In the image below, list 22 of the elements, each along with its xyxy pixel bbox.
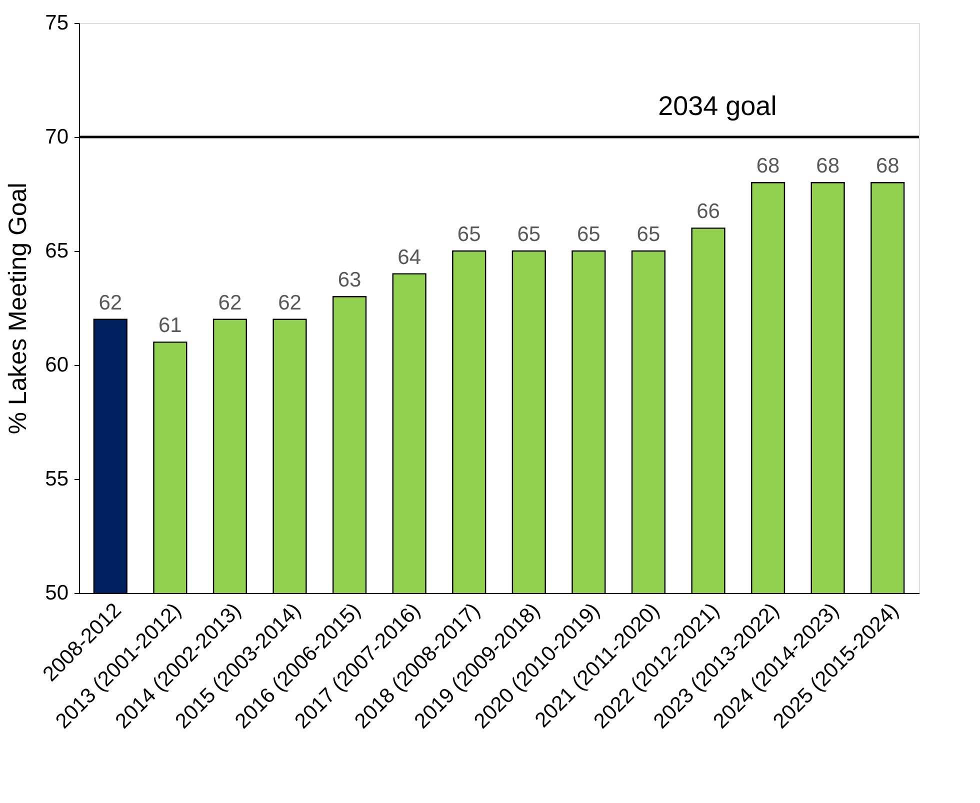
data-label: 65 [636,223,660,246]
data-label: 62 [278,291,302,314]
y-tick-label: 65 [45,240,68,262]
y-tick-label: 70 [45,126,68,148]
y-tick-label: 75 [45,12,68,34]
data-label: 68 [756,154,780,178]
data-label: 65 [577,223,600,246]
data-label: 68 [816,154,840,178]
data-label: 63 [338,268,362,292]
y-tick-label: 50 [45,582,68,604]
data-label: 62 [218,291,242,314]
data-label: 65 [517,223,541,246]
y-tick-label: 60 [45,354,68,376]
ref-line-label: 2034 goal [658,91,777,121]
y-tick-label: 55 [45,468,68,490]
data-label: 62 [98,291,122,314]
data-label: 61 [158,314,182,338]
data-label: 66 [696,200,720,224]
data-label: 65 [457,223,481,246]
data-label: 64 [398,246,422,269]
y-axis-title: % Lakes Meeting Goal [4,182,32,434]
data-label: 68 [876,154,900,178]
